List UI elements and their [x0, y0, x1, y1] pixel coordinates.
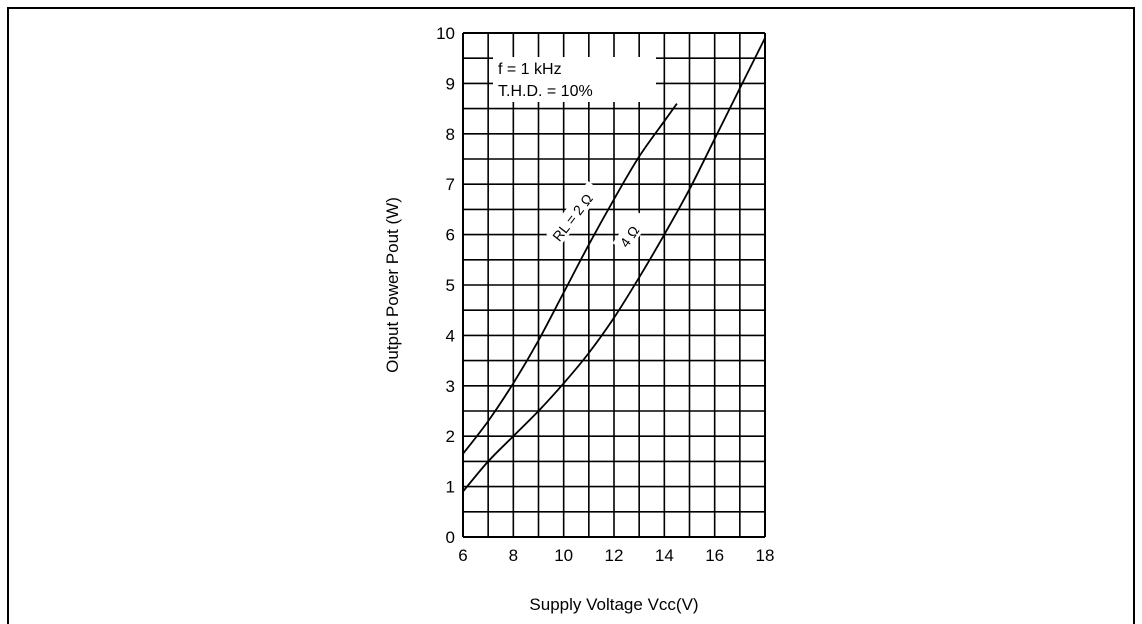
y-tick-label: 2 [446, 427, 455, 446]
y-axis-label: Output Power Pout (W) [383, 197, 402, 373]
x-tick-label: 18 [756, 546, 775, 565]
annotation-box [493, 57, 656, 102]
x-tick-label: 12 [605, 546, 624, 565]
y-tick-label: 9 [446, 74, 455, 93]
y-tick-label: 8 [446, 125, 455, 144]
x-axis-label: Supply Voltage Vcc(V) [529, 595, 698, 614]
y-tick-label: 10 [436, 24, 455, 43]
y-tick-label: 6 [446, 226, 455, 245]
y-tick-label: 1 [446, 478, 455, 497]
series-line-4ohm [462, 37, 766, 493]
x-tick-label: 14 [655, 546, 674, 565]
y-tick-label: 0 [446, 528, 455, 547]
x-tick-label: 8 [509, 546, 518, 565]
annotation-thd: T.H.D. = 10% [498, 83, 593, 100]
y-tick-label: 3 [446, 377, 455, 396]
x-tick-label: 10 [554, 546, 573, 565]
series-lines [462, 37, 766, 493]
figure-frame [7, 7, 1135, 624]
grid [462, 32, 766, 538]
y-tick-label: 7 [446, 175, 455, 194]
y-tick-label: 5 [446, 276, 455, 295]
y-tick-label: 4 [446, 326, 455, 345]
series-line-2ohm [462, 103, 678, 455]
x-tick-label: 6 [458, 546, 467, 565]
annotation-frequency: f = 1 kHz [498, 61, 562, 78]
x-tick-label: 16 [705, 546, 724, 565]
